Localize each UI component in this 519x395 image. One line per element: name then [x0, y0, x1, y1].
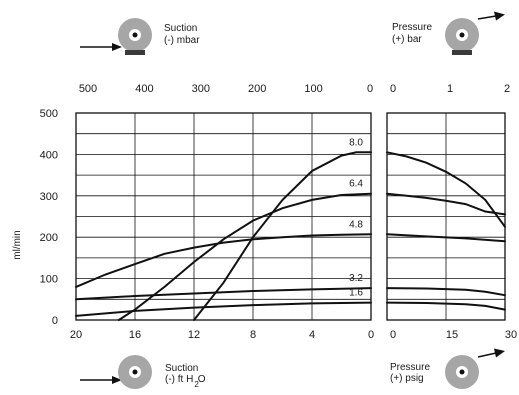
- series-label-4-8: 4.8: [349, 219, 363, 230]
- y-tick-label: 400: [40, 149, 58, 161]
- grid-layer: [75, 112, 506, 321]
- suction-top-tick-label: 500: [79, 83, 97, 95]
- y-tick-label: 300: [40, 191, 58, 203]
- pressure-top-tick-label: 1: [447, 83, 453, 95]
- suction-bottom-pump-icon: [118, 355, 152, 389]
- pressure-top-tick-label: 0: [390, 83, 396, 95]
- series-label-1-6: 1.6: [349, 288, 363, 299]
- suction-bottom-tick-label: 0: [368, 329, 374, 341]
- series-label-6-4: 6.4: [349, 179, 363, 190]
- pressure-bottom-label-line2: (+) psig: [390, 373, 424, 384]
- suction-top-tick-label: 300: [192, 83, 210, 95]
- series-layer: 8.0 6.4 4.8 3.2 1.6: [75, 137, 506, 321]
- suction-top-tick-label: 200: [248, 83, 266, 95]
- suction-top-label-line2: (-) mbar: [164, 35, 200, 46]
- pressure-top-pump-icon: [445, 18, 479, 55]
- suction-bottom-tick-label: 8: [250, 329, 256, 341]
- pressure-bottom-tick-label: 0: [390, 329, 396, 341]
- pressure-bottom-pump-icon: [445, 355, 479, 389]
- pressure-top-label-line2: (+) bar: [392, 34, 422, 45]
- suction-series-line-6-4: [117, 192, 372, 321]
- pressure-series-line-1-6: [386, 301, 506, 311]
- suction-bottom-tick-label: 16: [129, 329, 141, 341]
- suction-top-pump-icon: [118, 18, 152, 55]
- suction-bottom-tick-label: 4: [309, 329, 315, 341]
- suction-bottom-arrow-icon: [80, 376, 122, 384]
- suction-series-line-1-6: [75, 301, 372, 317]
- y-axis-label: ml/min: [12, 230, 23, 259]
- pressure-bottom-label-line1: Pressure: [390, 362, 430, 373]
- suction-top-label-line1: Suction: [164, 23, 197, 34]
- pressure-plot-frame: [386, 112, 506, 321]
- pressure-top-arrow-icon: [477, 11, 505, 21]
- pressure-series-line-4-8: [386, 233, 506, 243]
- y-tick-label: 100: [40, 274, 58, 286]
- pressure-series-line-8-0: [386, 151, 506, 228]
- suction-series-line-4-8: [75, 233, 372, 288]
- suction-bottom-label-line1: Suction: [165, 363, 198, 374]
- suction-top-tick-label: 0: [367, 83, 373, 95]
- suction-top-tick-label: 100: [304, 83, 322, 95]
- pressure-bottom-tick-label: 15: [446, 329, 458, 341]
- suction-bottom-label-sub: 2: [194, 380, 199, 389]
- y-tick-label: 200: [40, 232, 58, 244]
- pressure-top-label-line1: Pressure: [392, 22, 432, 33]
- pressure-top-tick-label: 2: [504, 83, 510, 95]
- suction-series-line-8-0: [193, 151, 372, 321]
- suction-top-tick-label: 400: [135, 83, 153, 95]
- suction-top-arrow-icon: [80, 43, 122, 51]
- suction-bottom-label-line2: (-) ft H2O: [165, 374, 206, 389]
- suction-bottom-label-main: (-) ft H: [165, 374, 193, 385]
- pressure-bottom-arrow-icon: [477, 348, 505, 358]
- series-label-3-2: 3.2: [349, 273, 363, 284]
- pressure-series-line-3-2: [386, 287, 506, 297]
- suction-plot-frame: [75, 112, 372, 321]
- y-tick-label: 0: [52, 315, 58, 327]
- series-label-8-0: 8.0: [349, 137, 363, 148]
- pressure-series-line-6-4: [386, 192, 506, 216]
- suction-bottom-label-tail: O: [198, 374, 206, 385]
- suction-bottom-tick-label: 20: [70, 329, 82, 341]
- pressure-bottom-tick-label: 30: [505, 329, 517, 341]
- suction-bottom-tick-label: 12: [188, 329, 200, 341]
- suction-series-line-3-2: [75, 287, 372, 301]
- y-tick-label: 500: [40, 108, 58, 120]
